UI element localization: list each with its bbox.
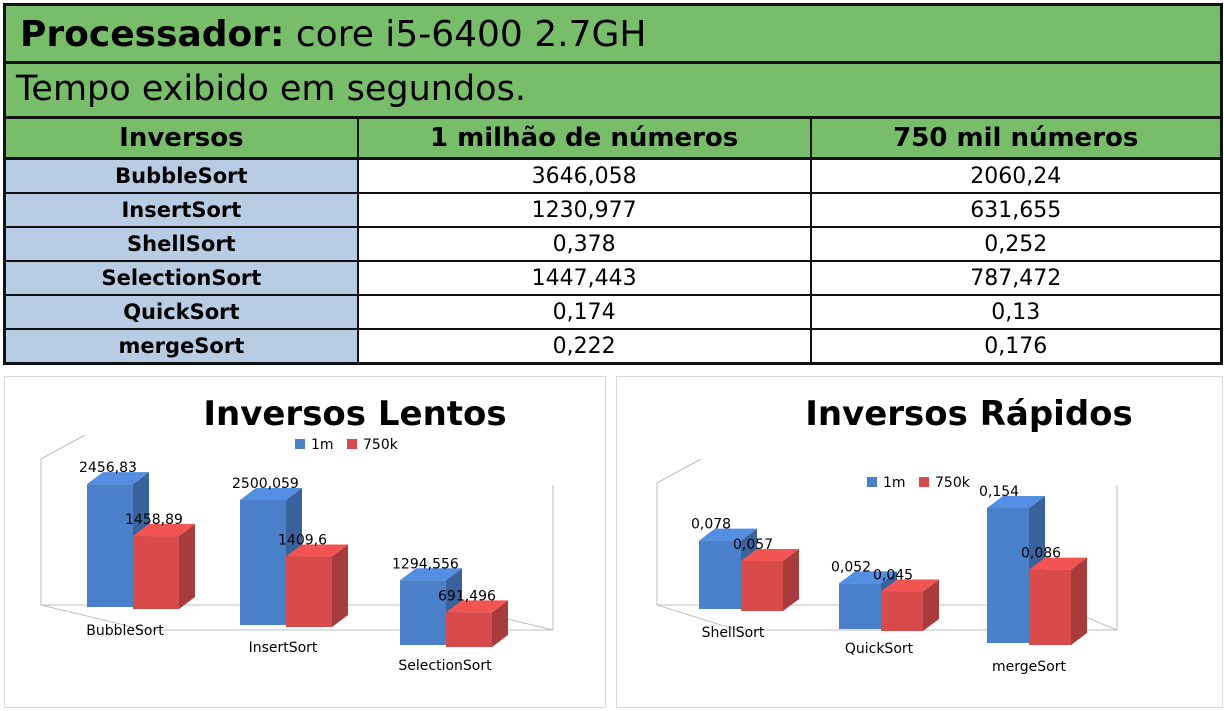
bar-750k-SelectionSort bbox=[446, 612, 492, 647]
category-label: BubbleSort bbox=[86, 623, 164, 639]
table-row: BubbleSort 3646,058 2060,24 bbox=[2, 157, 1223, 194]
bar-1m-BubbleSort bbox=[87, 484, 133, 607]
value-cell: 1447,443 bbox=[356, 260, 812, 296]
column-header: Inversos bbox=[2, 116, 359, 160]
data-label-750k: 1409,6 bbox=[278, 533, 327, 549]
data-label-1m: 0,052 bbox=[831, 559, 871, 575]
value-cell: 0,222 bbox=[356, 328, 812, 365]
bar-750k-BubbleSort-top bbox=[133, 524, 195, 537]
legend-label-750k: 750k bbox=[935, 475, 971, 491]
processor-label: Processador: bbox=[20, 14, 285, 55]
chart-svg: Inversos Lentos 1m 750k 2456,83 1458,89 Bubbl… bbox=[40, 394, 554, 674]
algorithm-cell: SelectionSort bbox=[2, 260, 359, 296]
legend-swatch-750k bbox=[347, 439, 357, 449]
bar-750k-BubbleSort-side bbox=[179, 524, 195, 609]
value-cell: 3646,058 bbox=[356, 157, 812, 194]
processor-row: Processador: core i5-6400 2.7GH bbox=[3, 3, 1223, 64]
bar-750k-ShellSort-side bbox=[783, 549, 799, 611]
back-wall-top-line bbox=[40, 434, 86, 460]
algorithm-cell: mergeSort bbox=[2, 328, 359, 365]
value-cell: 787,472 bbox=[809, 260, 1223, 296]
data-label-750k: 691,496 bbox=[438, 588, 496, 604]
bar-750k-mergeSort bbox=[1029, 569, 1071, 645]
data-label-1m: 0,154 bbox=[979, 484, 1019, 500]
bar-1m-QuickSort-top bbox=[839, 571, 897, 584]
algorithm-cell: BubbleSort bbox=[2, 157, 359, 194]
bar-1m-QuickSort bbox=[839, 583, 881, 629]
data-label-750k: 0,086 bbox=[1021, 546, 1061, 562]
category-label: InsertSort bbox=[249, 640, 318, 656]
category-label: ShellSort bbox=[702, 625, 765, 641]
chart-inversos-lentos: Inversos Lentos 1m 750k 2456,83 1458,89 Bubbl… bbox=[4, 376, 606, 708]
table-row: QuickSort 0,174 0,13 bbox=[2, 294, 1223, 330]
bar-750k-SelectionSort-side bbox=[492, 600, 508, 647]
category-label: SelectionSort bbox=[398, 658, 492, 674]
bar-750k-SelectionSort-top bbox=[446, 600, 508, 613]
bar-1m-SelectionSort bbox=[400, 580, 446, 645]
value-cell: 0,378 bbox=[356, 226, 812, 262]
table-row: ShellSort 0,378 0,252 bbox=[2, 226, 1223, 262]
value-cell: 0,13 bbox=[809, 294, 1223, 330]
chart-title: Inversos Rápidos bbox=[805, 394, 1133, 434]
bar-750k-InsertSort-side bbox=[332, 544, 348, 627]
legend-label-1m: 1m bbox=[883, 475, 906, 491]
back-wall-top-line bbox=[656, 458, 702, 484]
bar-1m-mergeSort bbox=[987, 508, 1029, 643]
algorithm-cell: QuickSort bbox=[2, 294, 359, 330]
data-label-1m: 2500,059 bbox=[232, 476, 299, 492]
bar-750k-QuickSort-top bbox=[881, 579, 939, 592]
table-row: SelectionSort 1447,443 787,472 bbox=[2, 260, 1223, 296]
legend-label-750k: 750k bbox=[363, 437, 399, 453]
bar-1m-ShellSort bbox=[699, 540, 741, 609]
value-cell: 631,655 bbox=[809, 192, 1223, 228]
data-label-750k: 0,057 bbox=[733, 537, 773, 553]
bar-1m-InsertSort-top bbox=[240, 488, 302, 500]
bar-750k-InsertSort-top bbox=[286, 544, 348, 557]
category-label: mergeSort bbox=[992, 659, 1066, 675]
value-cell: 1230,977 bbox=[356, 192, 812, 228]
table-row: InsertSort 1230,977 631,655 bbox=[2, 192, 1223, 228]
value-cell: 0,176 bbox=[809, 328, 1223, 365]
bar-750k-InsertSort bbox=[286, 556, 332, 627]
legend-label-1m: 1m bbox=[311, 437, 334, 453]
value-cell: 0,252 bbox=[809, 226, 1223, 262]
bar-750k-ShellSort-top bbox=[741, 549, 799, 562]
bar-750k-BubbleSort bbox=[133, 536, 179, 609]
table-row: mergeSort 0,222 0,176 bbox=[2, 328, 1223, 365]
column-header: 750 mil números bbox=[809, 116, 1223, 160]
bar-1m-BubbleSort-top bbox=[87, 472, 149, 485]
time-note-row: Tempo exibido em segundos. bbox=[3, 61, 1223, 119]
data-label-750k: 1458,89 bbox=[125, 512, 183, 528]
data-label-1m: 2456,83 bbox=[79, 460, 137, 476]
bar-1m-mergeSort-top bbox=[987, 496, 1045, 508]
column-header: 1 milhão de números bbox=[356, 116, 812, 160]
bar-750k-QuickSort bbox=[881, 591, 923, 631]
legend-swatch-1m bbox=[867, 477, 877, 487]
bar-750k-QuickSort-side bbox=[923, 579, 939, 631]
algorithm-cell: InsertSort bbox=[2, 192, 359, 228]
data-label-750k: 0,045 bbox=[873, 568, 913, 584]
value-cell: 2060,24 bbox=[809, 157, 1223, 194]
value-cell: 0,174 bbox=[356, 294, 812, 330]
bar-1m-ShellSort-top bbox=[699, 528, 757, 541]
bar-750k-ShellSort bbox=[741, 561, 783, 611]
results-table: Inversos 1 milhão de números 750 mil núm… bbox=[2, 116, 1223, 365]
bar-1m-InsertSort bbox=[240, 500, 286, 625]
processor-value: core i5-6400 2.7GH bbox=[284, 14, 647, 55]
data-label-1m: 1294,556 bbox=[392, 556, 459, 572]
table-header-row: Inversos 1 milhão de números 750 mil núm… bbox=[2, 116, 1223, 160]
category-label: QuickSort bbox=[845, 641, 914, 657]
bar-750k-mergeSort-side bbox=[1071, 557, 1087, 645]
legend-swatch-1m bbox=[295, 439, 305, 449]
data-label-1m: 0,078 bbox=[691, 517, 731, 533]
chart-inversos-rapidos: Inversos Rápidos 1m 750k 0,078 0,057 ShellSor… bbox=[616, 376, 1223, 708]
chart-title: Inversos Lentos bbox=[203, 394, 506, 434]
time-note: Tempo exibido em segundos. bbox=[16, 69, 526, 109]
legend-swatch-750k bbox=[919, 477, 929, 487]
algorithm-cell: ShellSort bbox=[2, 226, 359, 262]
bar-1m-SelectionSort-top bbox=[400, 568, 462, 581]
bar-750k-mergeSort-top bbox=[1029, 557, 1087, 570]
